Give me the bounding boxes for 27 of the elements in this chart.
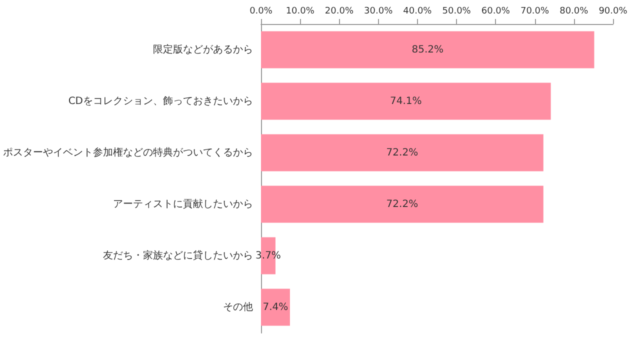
- data-label: 72.2%: [386, 147, 418, 158]
- x-tick-label: 0.0%: [250, 6, 273, 16]
- y-tick-label: 友だち・家族などに貸したいから: [103, 249, 253, 262]
- data-label: 85.2%: [412, 44, 444, 56]
- bar: [261, 186, 544, 223]
- y-tick-label: 限定版などがあるから: [153, 43, 253, 56]
- x-tick-label: 50.0%: [442, 6, 472, 16]
- data-label: 3.7%: [256, 250, 281, 262]
- data-label: 74.1%: [390, 96, 422, 107]
- x-tick-label: 80.0%: [560, 6, 589, 16]
- x-tick-label: 20.0%: [324, 6, 354, 16]
- x-tick-label: 60.0%: [481, 6, 510, 16]
- y-tick-label: その他: [223, 300, 253, 313]
- x-tick-label: 40.0%: [403, 6, 432, 16]
- x-tick-label: 90.0%: [598, 6, 628, 16]
- y-tick-label: アーティストに貢献したいから: [113, 198, 253, 210]
- y-tick-label: CDをコレクション、飾っておきたいから: [68, 96, 253, 107]
- x-tick-label: 70.0%: [520, 6, 550, 16]
- x-tick-label: 30.0%: [364, 6, 394, 16]
- bar: [261, 288, 290, 326]
- bar: [261, 82, 551, 120]
- data-label: 7.4%: [262, 302, 288, 313]
- data-label: 72.2%: [386, 198, 418, 210]
- bar: [261, 134, 544, 172]
- y-tick-label: ポスターやイベント参加権などの特典がついてくるから: [3, 146, 253, 158]
- x-tick-label: 10.0%: [286, 6, 315, 16]
- bar: [261, 31, 594, 68]
